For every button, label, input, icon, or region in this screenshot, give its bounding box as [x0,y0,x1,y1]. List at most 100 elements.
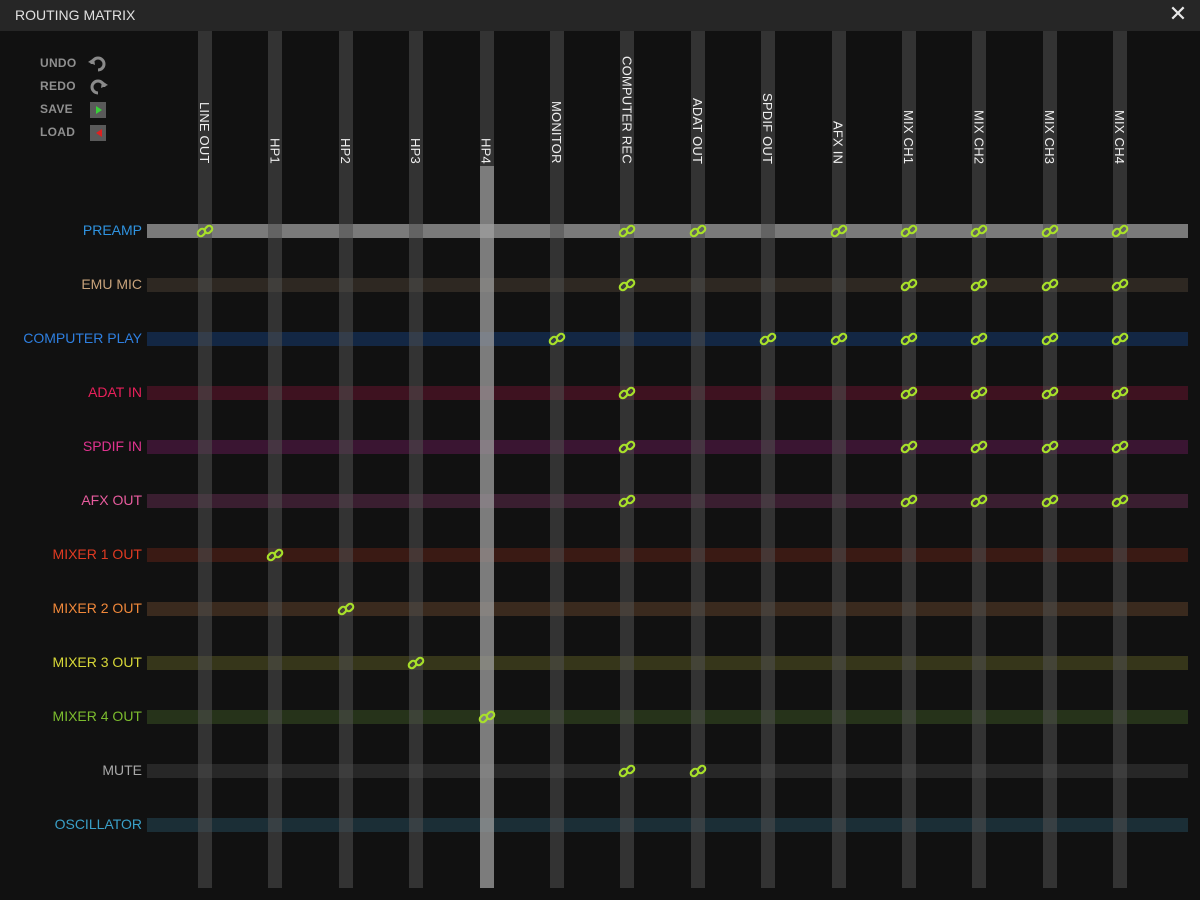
undo-icon [88,55,108,73]
column-label-hp4: HP4 [478,138,494,164]
column-label-mix-ch2: MIX CH2 [971,109,987,164]
column-label-hp2: HP2 [337,138,353,164]
row-bar-preamp[interactable] [147,224,1188,238]
link-chain-icon[interactable] [1040,221,1060,241]
link-chain-icon[interactable] [758,329,778,349]
link-chain-icon[interactable] [1110,329,1130,349]
window-title: ROUTING MATRIX [15,7,136,23]
row-bar-mixer-3-out[interactable] [147,656,1188,670]
column-bar-hp4[interactable] [479,166,494,888]
row-bar-oscillator[interactable] [147,818,1188,832]
column-bar-adat-out[interactable] [690,31,705,888]
column-label-afx-in: AFX IN [830,120,846,164]
undo-label: UNDO [40,56,77,70]
row-bar-adat-in[interactable] [147,386,1188,400]
link-chain-icon[interactable] [1040,437,1060,457]
column-bar-hp2[interactable] [338,31,353,888]
column-bar-hp1[interactable] [268,31,283,888]
column-bar-mix-ch3[interactable] [1042,31,1057,888]
column-label-line-out: LINE OUT [197,102,212,164]
link-chain-icon[interactable] [829,221,849,241]
redo-label: REDO [40,79,76,93]
link-chain-icon[interactable] [617,383,637,403]
title-bar: ROUTING MATRIX ✕ [0,0,1200,31]
link-chain-icon[interactable] [1040,275,1060,295]
row-bar-mute[interactable] [147,764,1188,778]
row-label-mixer-2-out: MIXER 2 OUT [52,600,142,616]
link-chain-icon[interactable] [1110,437,1130,457]
link-chain-icon[interactable] [969,275,989,295]
row-bar-mixer-1-out[interactable] [147,548,1188,562]
redo-icon [88,78,108,96]
link-chain-icon[interactable] [617,437,637,457]
save-button[interactable]: SAVE [40,101,120,119]
link-chain-icon[interactable] [477,707,497,727]
column-bar-monitor[interactable] [550,31,564,888]
row-label-computer-play: COMPUTER PLAY [23,330,142,346]
link-chain-icon[interactable] [617,761,637,781]
link-chain-icon[interactable] [1110,491,1130,511]
link-chain-icon[interactable] [1040,383,1060,403]
row-label-preamp: PREAMP [82,222,142,238]
row-label-mixer-3-out: MIXER 3 OUT [52,654,142,670]
link-chain-icon[interactable] [829,329,849,349]
column-bar-line-out[interactable] [198,31,212,888]
column-bar-spdif-out[interactable] [761,31,776,888]
row-label-oscillator: OSCILLATOR [54,816,142,832]
link-chain-icon[interactable] [617,491,637,511]
link-chain-icon[interactable] [265,545,285,565]
link-chain-icon[interactable] [617,275,637,295]
row-bar-mixer-2-out[interactable] [147,602,1188,616]
link-chain-icon[interactable] [899,437,919,457]
row-label-mixer-1-out: MIXER 1 OUT [52,546,142,562]
link-chain-icon[interactable] [406,653,426,673]
link-chain-icon[interactable] [1110,275,1130,295]
column-bar-afx-in[interactable] [831,31,846,888]
link-chain-icon[interactable] [899,383,919,403]
row-label-emu-mic: EMU MIC [81,276,142,292]
column-label-monitor: MONITOR [549,101,564,164]
close-icon[interactable]: ✕ [1168,2,1188,27]
column-label-hp3: HP3 [408,138,424,164]
link-chain-icon[interactable] [617,221,637,241]
link-chain-icon[interactable] [899,329,919,349]
link-chain-icon[interactable] [1110,221,1130,241]
link-chain-icon[interactable] [969,329,989,349]
row-label-spdif-in: SPDIF IN [82,438,142,454]
link-chain-icon[interactable] [969,383,989,403]
link-chain-icon[interactable] [969,491,989,511]
load-button[interactable]: LOAD [40,124,120,142]
row-bar-afx-out[interactable] [147,494,1188,508]
link-chain-icon[interactable] [899,275,919,295]
column-bar-hp3[interactable] [409,31,424,888]
column-label-mix-ch1: MIX CH1 [901,109,916,164]
column-bar-mix-ch2[interactable] [972,31,987,888]
redo-button[interactable]: REDO [40,78,120,96]
undo-button[interactable]: UNDO [40,55,120,73]
column-bar-mix-ch4[interactable] [1113,31,1128,888]
link-chain-icon[interactable] [688,221,708,241]
row-bar-mixer-4-out[interactable] [147,710,1188,724]
row-label-mute: MUTE [102,762,142,778]
link-chain-icon[interactable] [899,491,919,511]
link-chain-icon[interactable] [547,329,567,349]
link-chain-icon[interactable] [899,221,919,241]
link-chain-icon[interactable] [336,599,356,619]
column-label-adat-out: ADAT OUT [689,97,705,164]
row-bar-spdif-in[interactable] [147,440,1188,454]
link-chain-icon[interactable] [1110,383,1130,403]
save-label: SAVE [40,102,73,116]
column-bar-computer-rec[interactable] [620,31,635,888]
row-label-mixer-4-out: MIXER 4 OUT [52,708,142,724]
link-chain-icon[interactable] [1040,491,1060,511]
link-chain-icon[interactable] [969,221,989,241]
link-chain-icon[interactable] [688,761,708,781]
column-bar-mix-ch1[interactable] [902,31,916,888]
link-chain-icon[interactable] [1040,329,1060,349]
column-label-mix-ch3: MIX CH3 [1041,109,1057,164]
link-chain-icon[interactable] [195,221,215,241]
link-chain-icon[interactable] [969,437,989,457]
row-bar-emu-mic[interactable] [147,278,1188,292]
load-label: LOAD [40,125,76,139]
row-bar-computer-play[interactable] [147,332,1188,346]
